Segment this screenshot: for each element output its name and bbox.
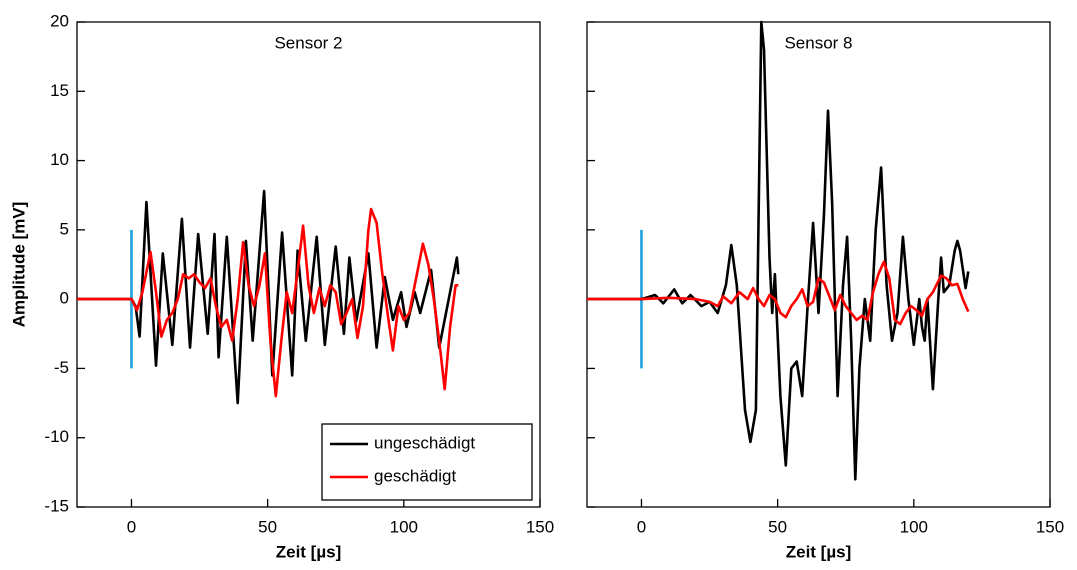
plot-frame [586, 21, 1051, 508]
y-tick-label: 0 [60, 289, 69, 308]
x-tick-label: 0 [127, 517, 136, 536]
x-tick-label: 150 [1036, 517, 1064, 536]
x-axis-label: Zeit [µs] [276, 542, 342, 561]
plot-frame [76, 21, 541, 508]
x-tick-label: 100 [900, 517, 928, 536]
y-axis-label: Amplitude [mV] [9, 202, 28, 328]
data-line [77, 189, 460, 405]
x-tick-label: 100 [390, 517, 418, 536]
legend-box [321, 423, 533, 501]
legend-label: geschädigt [374, 466, 457, 485]
y-tick-label: -15 [44, 496, 69, 515]
y-tick-label: -5 [54, 358, 69, 377]
data-line [587, 260, 970, 326]
x-tick-label: 50 [768, 517, 787, 536]
legend-label: ungeschädigt [374, 433, 475, 452]
panel-title: Sensor 2 [274, 33, 342, 52]
x-tick-label: 150 [526, 517, 554, 536]
data-line [77, 207, 459, 398]
y-tick-label: 15 [50, 81, 69, 100]
y-tick-label: 10 [50, 150, 69, 169]
y-tick-label: 20 [50, 11, 69, 30]
panel: 0 50 100 150 Zeit [µs] Sensor 8 [586, 20, 1064, 561]
panel: 0 50 100 150 -15 -10 -5 0 5 10 15 20 Zeit [µs] Amplit… [9, 11, 554, 561]
y-tick-label: -10 [44, 427, 69, 446]
x-tick-label: 0 [637, 517, 646, 536]
x-tick-label: 50 [258, 517, 277, 536]
panel-title: Sensor 8 [784, 33, 852, 52]
legend: ungeschädigt geschädigt [321, 423, 533, 501]
x-axis-label: Zeit [µs] [786, 542, 852, 561]
data-line [587, 20, 970, 481]
y-tick-label: 5 [60, 219, 69, 238]
